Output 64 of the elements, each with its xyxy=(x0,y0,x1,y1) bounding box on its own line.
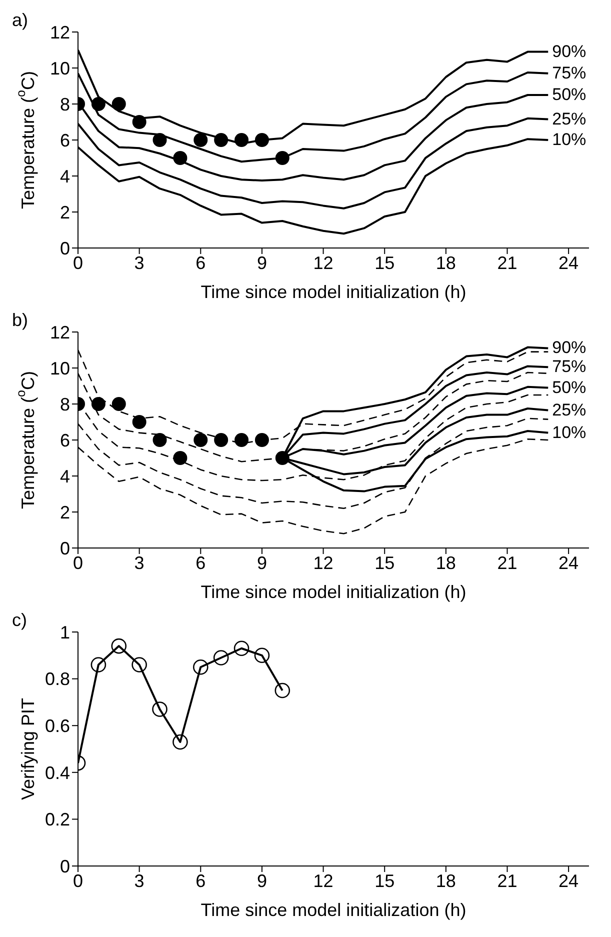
y-tick-label: 8 xyxy=(60,94,70,114)
y-tick-label: 0.2 xyxy=(44,810,70,830)
x-tick-label: 6 xyxy=(196,552,206,573)
y-tick-label: 0 xyxy=(60,238,70,258)
series-label: 10% xyxy=(552,130,586,149)
x-tick-label: 24 xyxy=(558,870,579,891)
series-label: 90% xyxy=(552,42,586,61)
x-tick-label: 3 xyxy=(134,252,144,273)
x-tick-label: 15 xyxy=(374,552,395,573)
y-tick-label: 1 xyxy=(60,622,70,642)
x-tick-label: 21 xyxy=(497,552,518,573)
x-tick-label: 18 xyxy=(436,252,456,273)
x-tick-label: 18 xyxy=(436,870,456,891)
series-label: 25% xyxy=(552,109,586,128)
series-label: 75% xyxy=(552,357,586,376)
x-tick-label: 0 xyxy=(72,252,84,273)
x-tick-label: 15 xyxy=(374,870,395,891)
x-tick-label: 12 xyxy=(313,252,334,273)
x-tick-label: 6 xyxy=(196,252,206,273)
y-tick-label: 2 xyxy=(60,202,70,222)
y-tick-label: 10 xyxy=(50,58,70,78)
chart-title: b) xyxy=(12,310,28,331)
x-tick-label: 0 xyxy=(72,552,84,573)
y-tick-label: 8 xyxy=(60,394,70,414)
y-tick-label: 0.4 xyxy=(44,762,70,783)
x-tick-label: 6 xyxy=(196,870,206,891)
x-tick-label: 21 xyxy=(497,870,518,891)
series-label: 50% xyxy=(552,378,586,397)
x-tick-label: 24 xyxy=(558,252,579,273)
series-label: 25% xyxy=(552,400,586,420)
y-tick-label: 0.8 xyxy=(44,669,70,690)
x-tick-label: 0 xyxy=(72,870,84,891)
y-tick-label: 4 xyxy=(60,166,70,186)
x-tick-label: 3 xyxy=(134,552,144,573)
y-tick-label: 0.6 xyxy=(44,716,70,736)
y-axis-title: Verifying PIT xyxy=(18,698,38,800)
y-tick-label: 4 xyxy=(60,466,70,486)
x-tick-label: 24 xyxy=(558,552,579,573)
x-tick-label: 9 xyxy=(256,252,267,273)
x-tick-label: 12 xyxy=(313,552,334,573)
x-axis-title: Time since model initialization (h) xyxy=(200,900,466,920)
chart-title: a) xyxy=(12,10,28,31)
x-tick-label: 15 xyxy=(374,252,395,273)
y-tick-label: 0 xyxy=(60,538,70,558)
chart-title: c) xyxy=(12,610,27,631)
x-tick-label: 12 xyxy=(313,870,334,891)
x-axis-title: Time since model initialization (h) xyxy=(200,282,466,302)
series-label: 90% xyxy=(552,338,586,358)
y-tick-label: 12 xyxy=(50,322,70,342)
y-tick-label: 12 xyxy=(50,22,70,42)
y-tick-label: 6 xyxy=(60,130,70,150)
series-label: 10% xyxy=(552,422,586,442)
series-label: 50% xyxy=(552,85,586,104)
y-tick-label: 2 xyxy=(60,502,70,522)
x-tick-label: 9 xyxy=(256,552,267,573)
x-tick-label: 9 xyxy=(256,870,267,891)
y-tick-label: 6 xyxy=(60,430,70,450)
x-tick-label: 21 xyxy=(497,252,518,273)
y-tick-label: 10 xyxy=(50,358,70,378)
x-axis-title: Time since model initialization (h) xyxy=(200,582,466,602)
series-label: 75% xyxy=(552,63,586,82)
x-tick-label: 3 xyxy=(134,870,144,891)
y-tick-label: 0 xyxy=(60,856,70,876)
x-tick-label: 18 xyxy=(436,552,456,573)
